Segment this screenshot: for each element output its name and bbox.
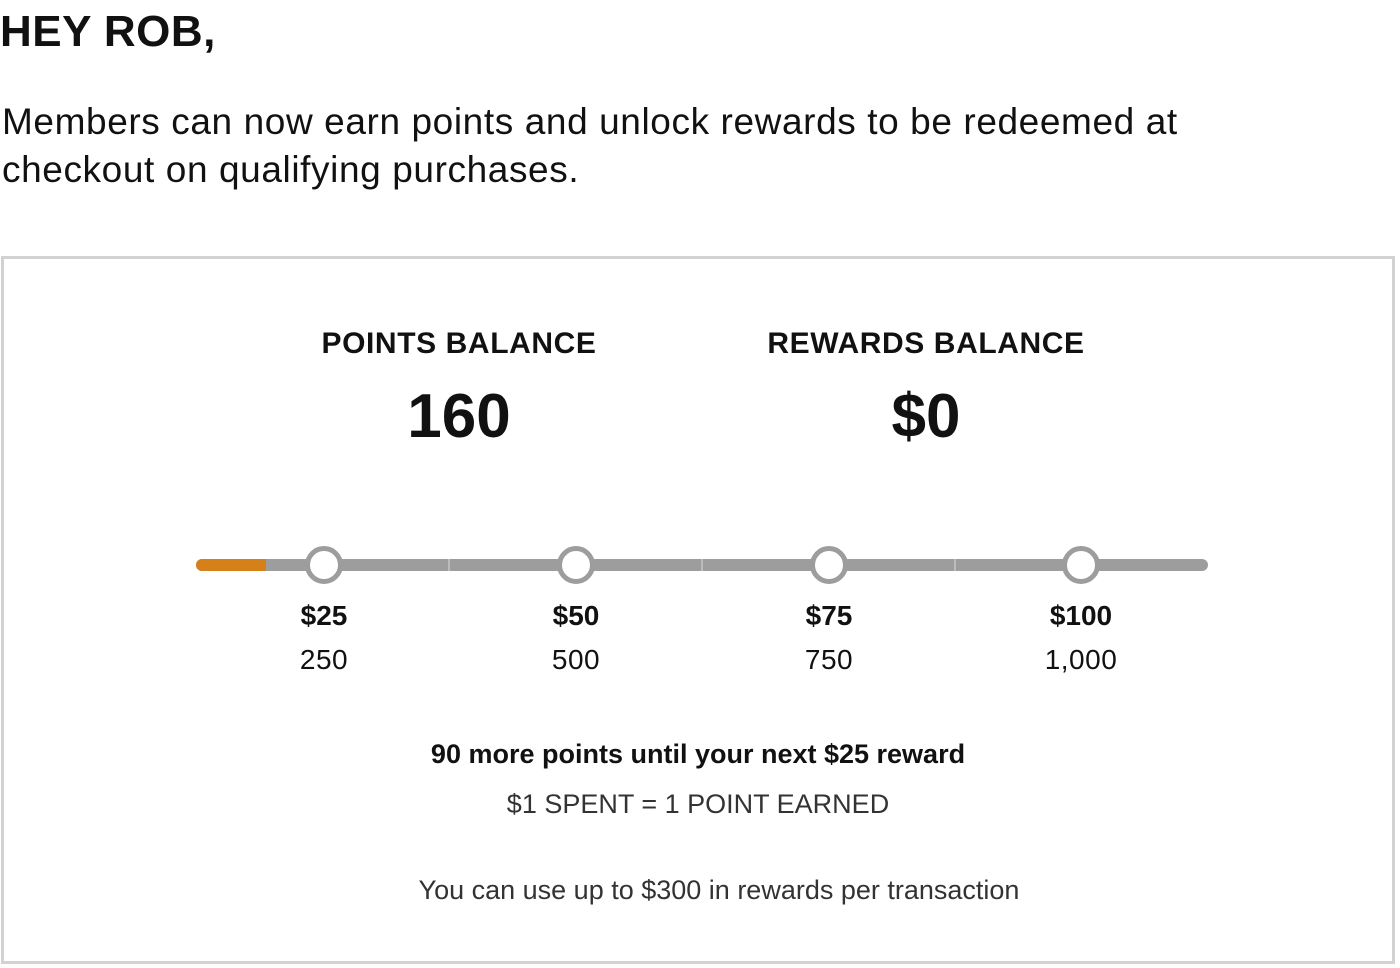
milestone-marker — [1062, 546, 1100, 584]
intro-text: Members can now earn points and unlock r… — [2, 101, 1178, 190]
milestone-points: 1,000 — [1044, 644, 1118, 675]
milestone-reward: $100 — [1049, 600, 1113, 631]
milestone-reward: $75 — [805, 600, 853, 631]
rewards-balance: REWARDS BALANCE $0 — [746, 327, 1106, 457]
track-divider — [448, 559, 450, 571]
milestone-points: 250 — [299, 644, 349, 675]
rewards-card: POINTS BALANCE 160 REWARDS BALANCE $0 $2… — [1, 256, 1395, 964]
progress-track — [196, 559, 1208, 571]
milestone-marker — [305, 546, 343, 584]
points-balance: POINTS BALANCE 160 — [294, 327, 624, 457]
milestone-reward: $25 — [300, 600, 348, 631]
greeting-heading: HEY ROB, — [0, 7, 216, 56]
milestone-item: $25 250 — [244, 599, 404, 677]
points-balance-value: 160 — [407, 382, 511, 451]
milestone-item: $75 750 — [749, 599, 909, 677]
milestone-points: 750 — [804, 644, 854, 675]
progress-fill — [196, 559, 266, 571]
track-divider — [701, 559, 703, 571]
milestone-points: 500 — [551, 644, 601, 675]
milestone-reward: $50 — [552, 600, 600, 631]
earn-rate-text: $1 SPENT = 1 POINT EARNED — [506, 789, 890, 819]
milestone-marker — [557, 546, 595, 584]
rewards-limit-note: You can use up to $300 in rewards per tr… — [418, 875, 1020, 905]
milestone-item: $50 500 — [496, 599, 656, 677]
milestone-item: $100 1,000 — [1001, 599, 1161, 677]
rewards-balance-value: $0 — [891, 382, 961, 451]
milestone-marker — [810, 546, 848, 584]
next-reward-message: 90 more points until your next $25 rewar… — [430, 739, 966, 769]
points-balance-label: POINTS BALANCE — [321, 327, 597, 360]
track-divider — [954, 559, 956, 571]
rewards-balance-label: REWARDS BALANCE — [767, 327, 1085, 360]
